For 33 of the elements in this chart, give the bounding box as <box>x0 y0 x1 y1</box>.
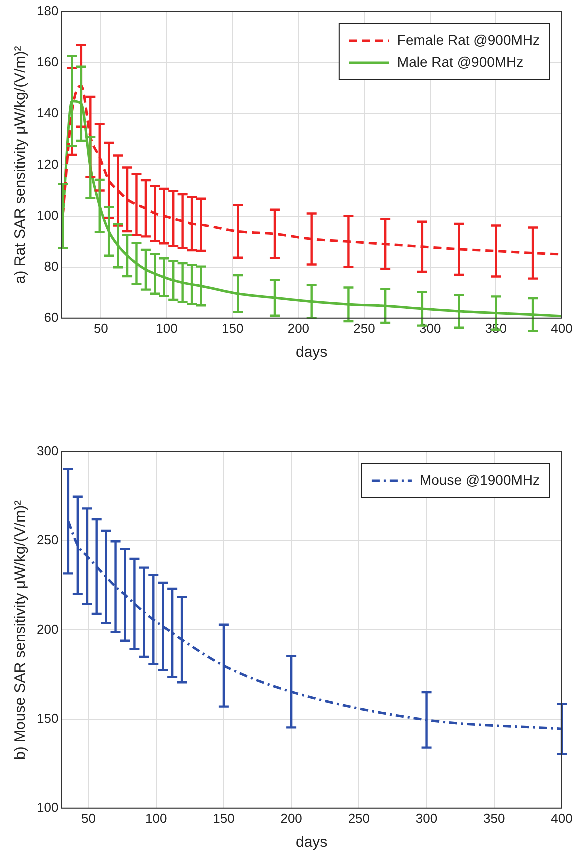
y-tick-label: 300 <box>36 444 59 459</box>
legend-label: Male Rat @900MHz <box>397 54 524 70</box>
x-tick-label: 400 <box>551 320 573 336</box>
y-tick-label: 200 <box>36 622 59 637</box>
y-tick-label: 120 <box>36 156 59 172</box>
y-axis-title: a) Rat SAR sensitivity μW/kg/(V/m)² <box>12 46 30 284</box>
legend-label: Mouse @1900MHz <box>420 472 540 488</box>
y-tick-label: 140 <box>36 106 59 121</box>
x-tick-label: 250 <box>354 320 376 336</box>
y-tick-label: 160 <box>36 54 59 70</box>
x-axis-title: days <box>296 834 328 852</box>
x-tick-label: 150 <box>222 320 244 336</box>
x-tick-label: 300 <box>416 810 438 826</box>
y-tick-label: 100 <box>36 800 59 815</box>
y-tick-label: 100 <box>36 208 59 223</box>
y-tick-label: 180 <box>36 4 59 19</box>
legend-label: Female Rat @900MHz <box>397 32 540 48</box>
x-tick-label: 200 <box>280 810 302 826</box>
x-axis-title: days <box>296 344 328 362</box>
x-tick-label: 150 <box>213 810 235 826</box>
y-tick-label: 80 <box>44 258 59 274</box>
x-tick-label: 50 <box>82 810 96 826</box>
y-tick-label: 60 <box>44 310 59 325</box>
x-tick-label: 350 <box>484 810 506 826</box>
x-tick-label: 200 <box>288 320 310 336</box>
x-tick-label: 100 <box>156 320 178 336</box>
y-axis-title: b) Mouse SAR sensitivity μW/kg/(V/m)² <box>12 500 30 760</box>
x-tick-label: 400 <box>551 810 573 826</box>
x-tick-label: 100 <box>145 810 168 826</box>
y-tick-label: 250 <box>36 532 59 548</box>
x-tick-label: 250 <box>348 810 370 826</box>
x-tick-label: 50 <box>94 320 108 336</box>
y-tick-label: 150 <box>36 710 59 726</box>
